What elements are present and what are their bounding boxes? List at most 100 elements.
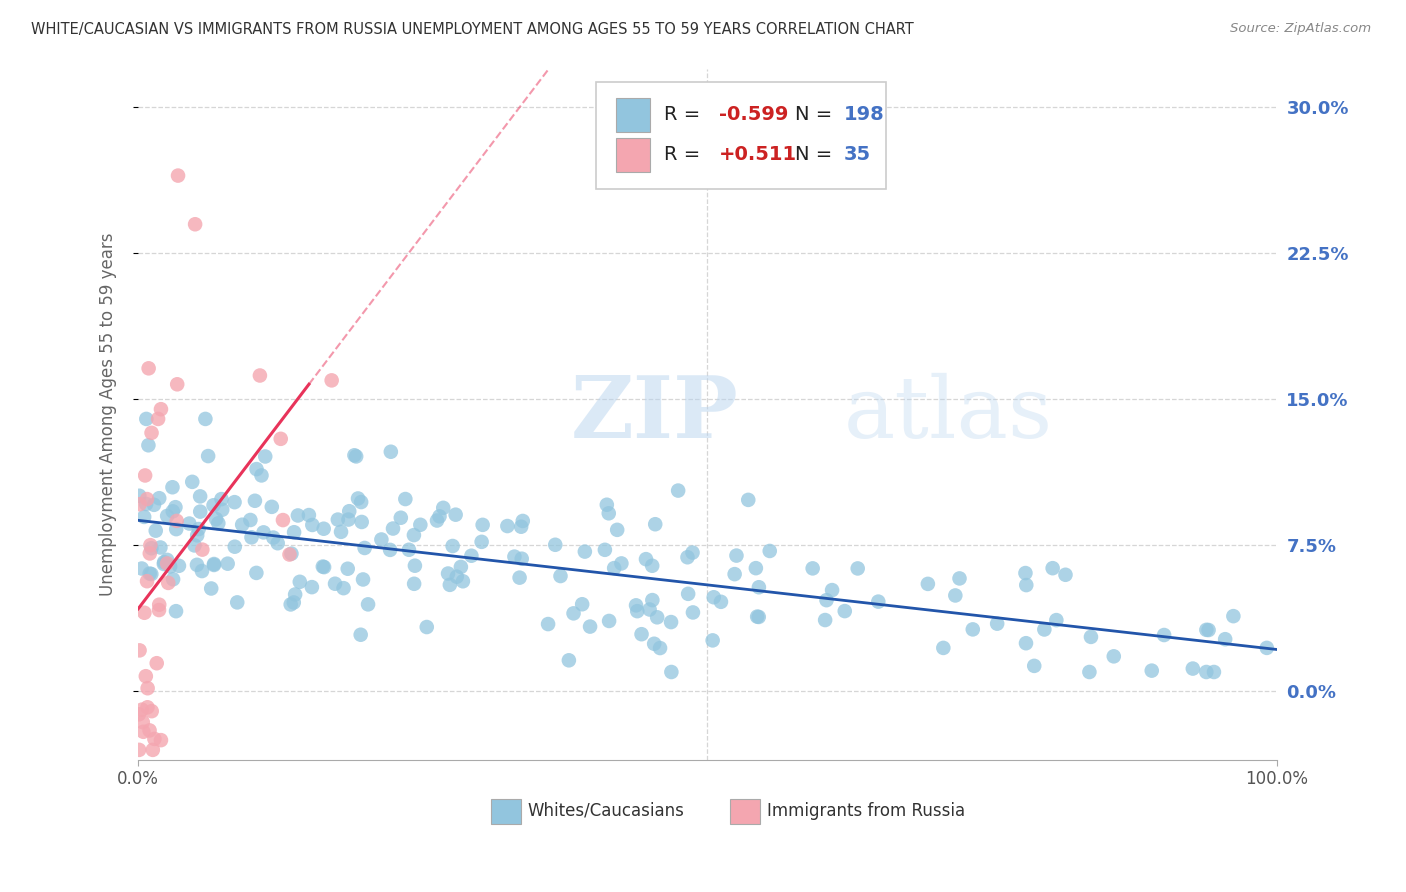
Point: [135, 669, 157, 683]
Point: [143, 498, 166, 512]
Point: [270, 432, 292, 446]
Point: [138, 361, 160, 376]
Point: [284, 587, 307, 601]
Point: [211, 502, 233, 516]
Point: [260, 500, 283, 514]
Point: [131, 703, 153, 717]
Point: [644, 517, 666, 532]
Point: [136, 700, 159, 714]
Point: [676, 550, 699, 565]
Point: [645, 610, 668, 624]
Point: [598, 614, 620, 628]
Point: [382, 522, 405, 536]
Point: [352, 573, 374, 587]
Text: +0.511: +0.511: [718, 145, 797, 164]
Point: [659, 615, 682, 629]
Point: [1195, 623, 1218, 637]
Point: [134, 468, 156, 483]
Point: [758, 544, 780, 558]
Text: Source: ZipAtlas.com: Source: ZipAtlas.com: [1230, 22, 1371, 36]
Point: [184, 217, 207, 231]
Point: [1042, 561, 1064, 575]
Point: [1014, 566, 1036, 580]
Point: [159, 559, 181, 574]
Point: [471, 517, 494, 532]
Point: [574, 544, 596, 558]
Point: [432, 500, 454, 515]
Point: [558, 653, 581, 667]
Point: [1195, 665, 1218, 679]
Point: [441, 539, 464, 553]
Point: [634, 552, 657, 566]
Point: [962, 623, 984, 637]
Point: [252, 525, 274, 540]
Point: [1181, 662, 1204, 676]
Point: [278, 548, 301, 562]
Bar: [491, 799, 520, 824]
Point: [1213, 632, 1236, 647]
Point: [402, 528, 425, 542]
Point: [710, 595, 733, 609]
Point: [1033, 623, 1056, 637]
Point: [747, 609, 769, 624]
Point: [610, 557, 633, 571]
Point: [298, 508, 321, 522]
Point: [437, 566, 460, 581]
Point: [166, 377, 188, 392]
Text: R =: R =: [664, 145, 700, 164]
Point: [162, 572, 184, 586]
Point: [136, 492, 159, 507]
Point: [249, 368, 271, 383]
Point: [128, 743, 150, 757]
Point: [149, 402, 172, 417]
Point: [226, 595, 249, 609]
Point: [179, 516, 201, 531]
Point: [280, 547, 302, 561]
Point: [641, 593, 664, 607]
Text: WHITE/CAUCASIAN VS IMMIGRANTS FROM RUSSIA UNEMPLOYMENT AMONG AGES 55 TO 59 YEARS: WHITE/CAUCASIAN VS IMMIGRANTS FROM RUSSI…: [31, 22, 914, 37]
Point: [598, 506, 620, 520]
Point: [141, 541, 163, 556]
Point: [394, 491, 416, 506]
Point: [217, 557, 239, 571]
Point: [202, 498, 225, 512]
Text: R =: R =: [664, 105, 700, 124]
Point: [186, 528, 208, 542]
Point: [202, 557, 225, 571]
Point: [128, 489, 150, 503]
Point: [603, 561, 626, 575]
Point: [932, 640, 955, 655]
Point: [224, 495, 246, 509]
Point: [243, 493, 266, 508]
Point: [153, 557, 176, 571]
Y-axis label: Unemployment Among Ages 55 to 59 years: Unemployment Among Ages 55 to 59 years: [100, 232, 117, 596]
Point: [370, 533, 392, 547]
Point: [596, 498, 619, 512]
Point: [186, 558, 208, 572]
Bar: [616, 97, 651, 132]
Point: [815, 593, 838, 607]
Point: [1015, 578, 1038, 592]
Point: [142, 743, 165, 757]
Point: [337, 504, 360, 518]
Text: N =: N =: [794, 105, 832, 124]
Point: [460, 549, 482, 563]
Point: [136, 681, 159, 696]
Point: [737, 492, 759, 507]
Point: [821, 583, 844, 598]
Point: [165, 500, 187, 515]
Point: [537, 617, 560, 632]
Point: [240, 530, 263, 544]
Point: [134, 606, 156, 620]
Point: [439, 578, 461, 592]
Point: [834, 604, 856, 618]
Point: [167, 169, 190, 183]
Point: [132, 724, 155, 739]
Point: [641, 558, 664, 573]
Point: [224, 540, 246, 554]
Point: [626, 604, 648, 618]
Point: [287, 508, 309, 523]
Point: [138, 566, 160, 581]
Point: [132, 715, 155, 730]
Point: [571, 597, 593, 611]
